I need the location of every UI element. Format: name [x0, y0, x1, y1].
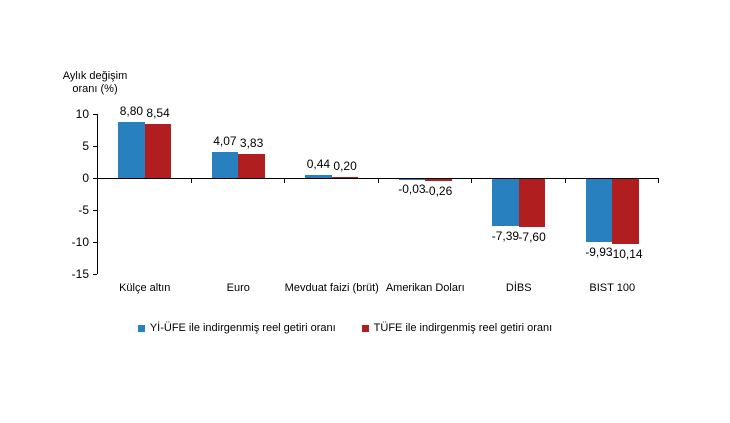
- bar-value-label: -0,03: [398, 182, 426, 197]
- y-axis-tick: [93, 114, 97, 116]
- y-axis-tick: [93, 241, 97, 243]
- bar-value-label: 8,80: [119, 103, 144, 118]
- category-label: Mevduat faizi (brüt): [284, 282, 379, 294]
- legend-swatch: [137, 324, 145, 332]
- y-axis-tick: [93, 146, 97, 148]
- legend-label: TÜFE ile indirgenmiş reel getiri oranı: [373, 322, 553, 334]
- y-axis-tick: [93, 178, 97, 179]
- legend-item: TÜFE ile indirgenmiş reel getiri oranı: [361, 322, 553, 334]
- bar: [211, 152, 239, 178]
- bar: [144, 123, 172, 178]
- category-label: Külçe altın: [119, 282, 171, 294]
- y-axis-tick-label: -10: [71, 234, 89, 249]
- x-axis-tick: [658, 178, 659, 183]
- x-axis-tick: [471, 178, 472, 183]
- bar-value-label: -7,39: [491, 229, 520, 244]
- bar-value-label: -7,60: [518, 230, 546, 245]
- bar-value-label: -0,26: [424, 183, 453, 198]
- category-label: Euro: [226, 282, 250, 294]
- category-label: Amerikan Doları: [385, 282, 465, 294]
- bar: [518, 179, 546, 228]
- y-axis-tick-label: -5: [78, 202, 89, 217]
- y-axis-title: Aylık değişim oranı (%): [62, 70, 128, 95]
- x-axis-tick: [284, 178, 285, 183]
- y-axis-tick-label: 0: [82, 171, 89, 185]
- bar-value-label: -9,93: [585, 245, 613, 260]
- bar: [425, 179, 452, 181]
- bar-value-label: 4,07: [213, 134, 237, 149]
- y-axis-line: [97, 114, 98, 274]
- legend-swatch: [361, 324, 369, 332]
- category-label: DİBS: [505, 282, 532, 294]
- legend-label: Yİ-ÜFE ile indirgenmiş reel getiri oranı: [149, 322, 336, 334]
- bar: [585, 179, 613, 243]
- bar-value-label: 3,83: [239, 135, 264, 150]
- bar: [612, 179, 639, 244]
- y-axis-tick: [93, 273, 97, 275]
- y-axis-tick-label: -15: [71, 266, 89, 281]
- bar-value-label: -10,14: [608, 246, 643, 261]
- x-axis-tick: [190, 178, 192, 183]
- x-axis-tick: [564, 178, 566, 183]
- y-axis-tick-label: 10: [75, 107, 89, 122]
- bar: [238, 153, 265, 178]
- bar: [305, 175, 332, 178]
- bar: [492, 179, 519, 227]
- bar-value-label: 0,44: [306, 157, 331, 172]
- bar-value-label: 0,20: [333, 158, 357, 173]
- legend-item: Yİ-ÜFE ile indirgenmiş reel getiri oranı: [137, 322, 336, 334]
- y-axis-tick: [93, 209, 97, 211]
- bar: [118, 121, 145, 178]
- bar-value-label: 8,54: [146, 105, 170, 120]
- bar: [331, 176, 359, 178]
- x-axis-tick: [377, 178, 379, 183]
- legend: Yİ-ÜFE ile indirgenmiş reel getiri oranı…: [0, 321, 690, 335]
- category-label: BIST 100: [589, 282, 636, 294]
- y-axis-tick-label: 5: [82, 139, 89, 154]
